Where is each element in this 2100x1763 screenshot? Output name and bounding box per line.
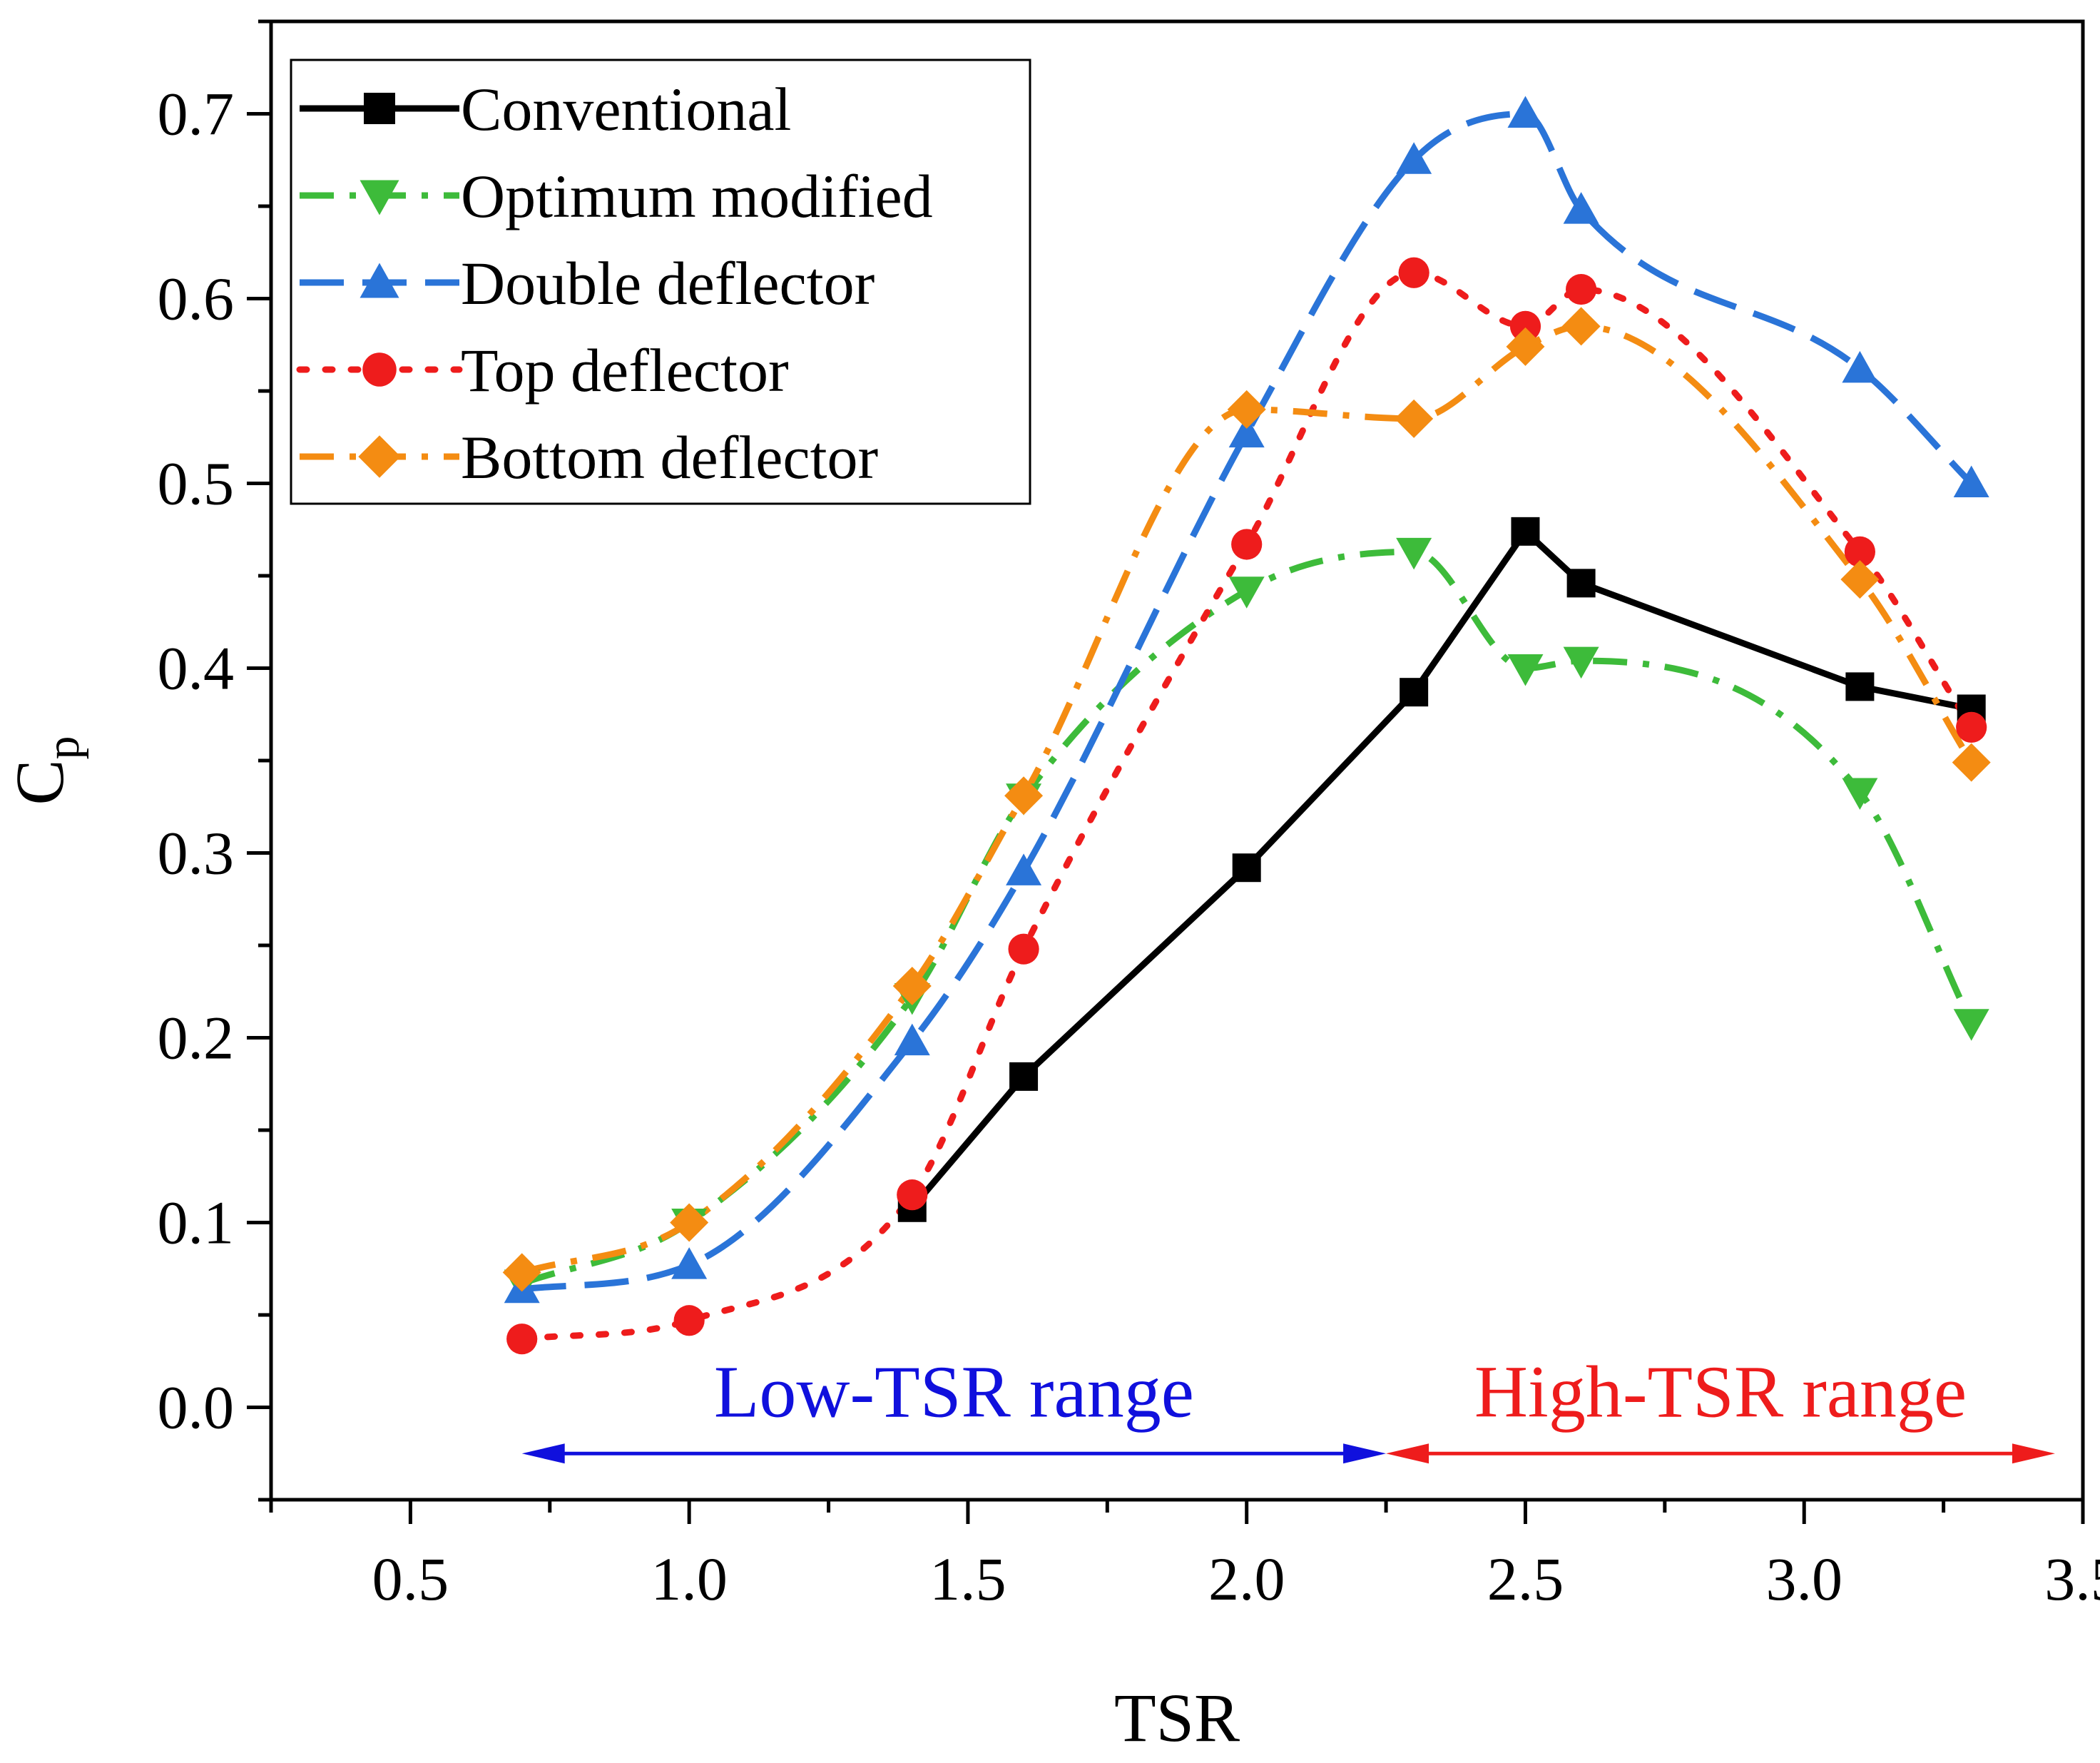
high-tsr-range: High-TSR range <box>1386 1351 2055 1464</box>
legend-label: Double deflector <box>461 249 875 317</box>
low-tsr-range-arrowhead-right <box>1343 1443 1387 1464</box>
series-line-optimum-modified <box>521 548 1974 1287</box>
markers-top-deflector <box>506 257 1987 1355</box>
y-axis-title: Cp <box>1 736 89 805</box>
y-axis-title-main: C <box>1 759 78 805</box>
legend-entry-bottom-deflector: Bottom deflector <box>300 423 878 492</box>
marker-bottom-deflector <box>1840 560 1880 599</box>
marker-conventional <box>1845 672 1875 701</box>
marker-conventional <box>1009 1062 1039 1091</box>
marker-conventional <box>1232 853 1261 883</box>
marker-bottom-deflector <box>1395 399 1434 438</box>
range-annotations: Low-TSR range High-TSR range <box>521 1351 2055 1464</box>
legend-marker <box>358 435 401 478</box>
series-markers <box>502 96 1991 1355</box>
legend-box <box>290 59 1031 505</box>
legend-entry-top-deflector: Top deflector <box>296 336 789 405</box>
legend: Conventional Optimum modified Double defle… <box>290 59 1031 505</box>
x-tick-label: 3.0 <box>1765 1545 1842 1613</box>
marker-conventional <box>1511 517 1540 546</box>
y-tick-label: 0.0 <box>158 1373 235 1442</box>
y-tick-label: 0.7 <box>158 80 235 148</box>
marker-optimum-modified <box>1563 646 1599 679</box>
x-axis-title: TSR <box>1114 1680 1240 1756</box>
low-tsr-range-arrowhead-left <box>521 1443 565 1464</box>
marker-bottom-deflector <box>670 1203 709 1242</box>
tick-labels: 0.5 1.0 1.5 2.0 2.5 3.0 3.5 0.0 0.1 0.2 0.3 0.4 0.5 0… <box>158 80 2100 1614</box>
marker-top-deflector <box>1398 257 1429 288</box>
legend-label: Optimum modified <box>461 162 933 230</box>
marker-top-deflector <box>897 1179 928 1211</box>
low-tsr-range: Low-TSR range <box>521 1351 1387 1464</box>
legend-marker <box>360 263 399 298</box>
legend-entry-optimum-modified: Optimum modified <box>300 162 933 230</box>
markers-bottom-deflector <box>502 307 1991 1292</box>
marker-double-deflector <box>1953 465 1989 497</box>
markers-conventional <box>897 517 1986 1222</box>
marker-bottom-deflector <box>1004 776 1044 816</box>
marker-bottom-deflector <box>502 1253 541 1292</box>
marker-top-deflector <box>1231 529 1263 560</box>
marker-double-deflector <box>671 1247 708 1279</box>
legend-marker <box>362 352 397 387</box>
y-tick-label: 0.1 <box>158 1189 235 1257</box>
x-tick-label: 0.5 <box>372 1545 449 1613</box>
x-tick-label: 3.5 <box>2044 1545 2100 1613</box>
marker-top-deflector <box>1844 536 1875 567</box>
y-axis-title-subscript: p <box>37 736 89 759</box>
marker-optimum-modified <box>1953 1009 1989 1041</box>
marker-bottom-deflector <box>1506 327 1545 366</box>
marker-double-deflector <box>1507 96 1544 128</box>
marker-double-deflector <box>1006 853 1042 885</box>
series-line-double-deflector <box>521 111 1974 1293</box>
marker-top-deflector <box>1008 933 1039 965</box>
legend-label: Top deflector <box>461 336 789 405</box>
marker-bottom-deflector <box>1952 743 1991 782</box>
marker-top-deflector <box>506 1323 538 1355</box>
marker-optimum-modified <box>1507 654 1544 686</box>
tick-marks <box>247 19 2085 1524</box>
marker-top-deflector <box>673 1305 705 1336</box>
y-tick-label: 0.6 <box>158 265 235 333</box>
y-tick-label: 0.3 <box>158 819 235 888</box>
legend-label: Bottom deflector <box>461 423 878 492</box>
marker-optimum-modified <box>1842 778 1878 811</box>
marker-bottom-deflector <box>892 966 932 1005</box>
marker-double-deflector <box>894 1023 930 1056</box>
low-tsr-range-label: Low-TSR range <box>714 1351 1194 1433</box>
marker-bottom-deflector <box>1561 307 1601 346</box>
marker-top-deflector <box>1509 310 1541 342</box>
marker-double-deflector <box>1228 415 1265 448</box>
legend-entry-conventional: Conventional <box>300 75 791 143</box>
legend-entry-double-deflector: Double deflector <box>300 249 875 317</box>
markers-double-deflector <box>504 96 1989 1304</box>
marker-double-deflector <box>1563 192 1599 224</box>
x-tick-label: 1.5 <box>929 1545 1006 1613</box>
legend-marker <box>364 93 395 124</box>
marker-top-deflector <box>1566 273 1597 305</box>
marker-optimum-modified <box>1396 537 1432 570</box>
marker-conventional <box>1400 678 1429 707</box>
x-tick-label: 2.0 <box>1208 1545 1285 1613</box>
y-tick-label: 0.5 <box>158 449 235 518</box>
marker-optimum-modified <box>1228 576 1265 609</box>
series-line-top-deflector <box>519 269 1975 1343</box>
high-tsr-range-arrowhead-left <box>1386 1443 1429 1464</box>
y-tick-label: 0.2 <box>158 1004 235 1072</box>
marker-conventional <box>1566 569 1596 598</box>
legend-marker <box>360 180 399 215</box>
high-tsr-range-label: High-TSR range <box>1474 1351 1967 1433</box>
legend-label: Conventional <box>461 75 791 143</box>
marker-double-deflector <box>1842 350 1878 383</box>
marker-double-deflector <box>1396 142 1432 174</box>
x-tick-label: 2.5 <box>1487 1545 1564 1613</box>
marker-top-deflector <box>1956 711 1987 743</box>
high-tsr-range-arrowhead-right <box>2012 1443 2055 1464</box>
marker-bottom-deflector <box>1227 390 1266 429</box>
series-line-conventional <box>909 528 1972 1210</box>
y-tick-label: 0.4 <box>158 634 235 703</box>
x-tick-label: 1.0 <box>651 1545 728 1613</box>
